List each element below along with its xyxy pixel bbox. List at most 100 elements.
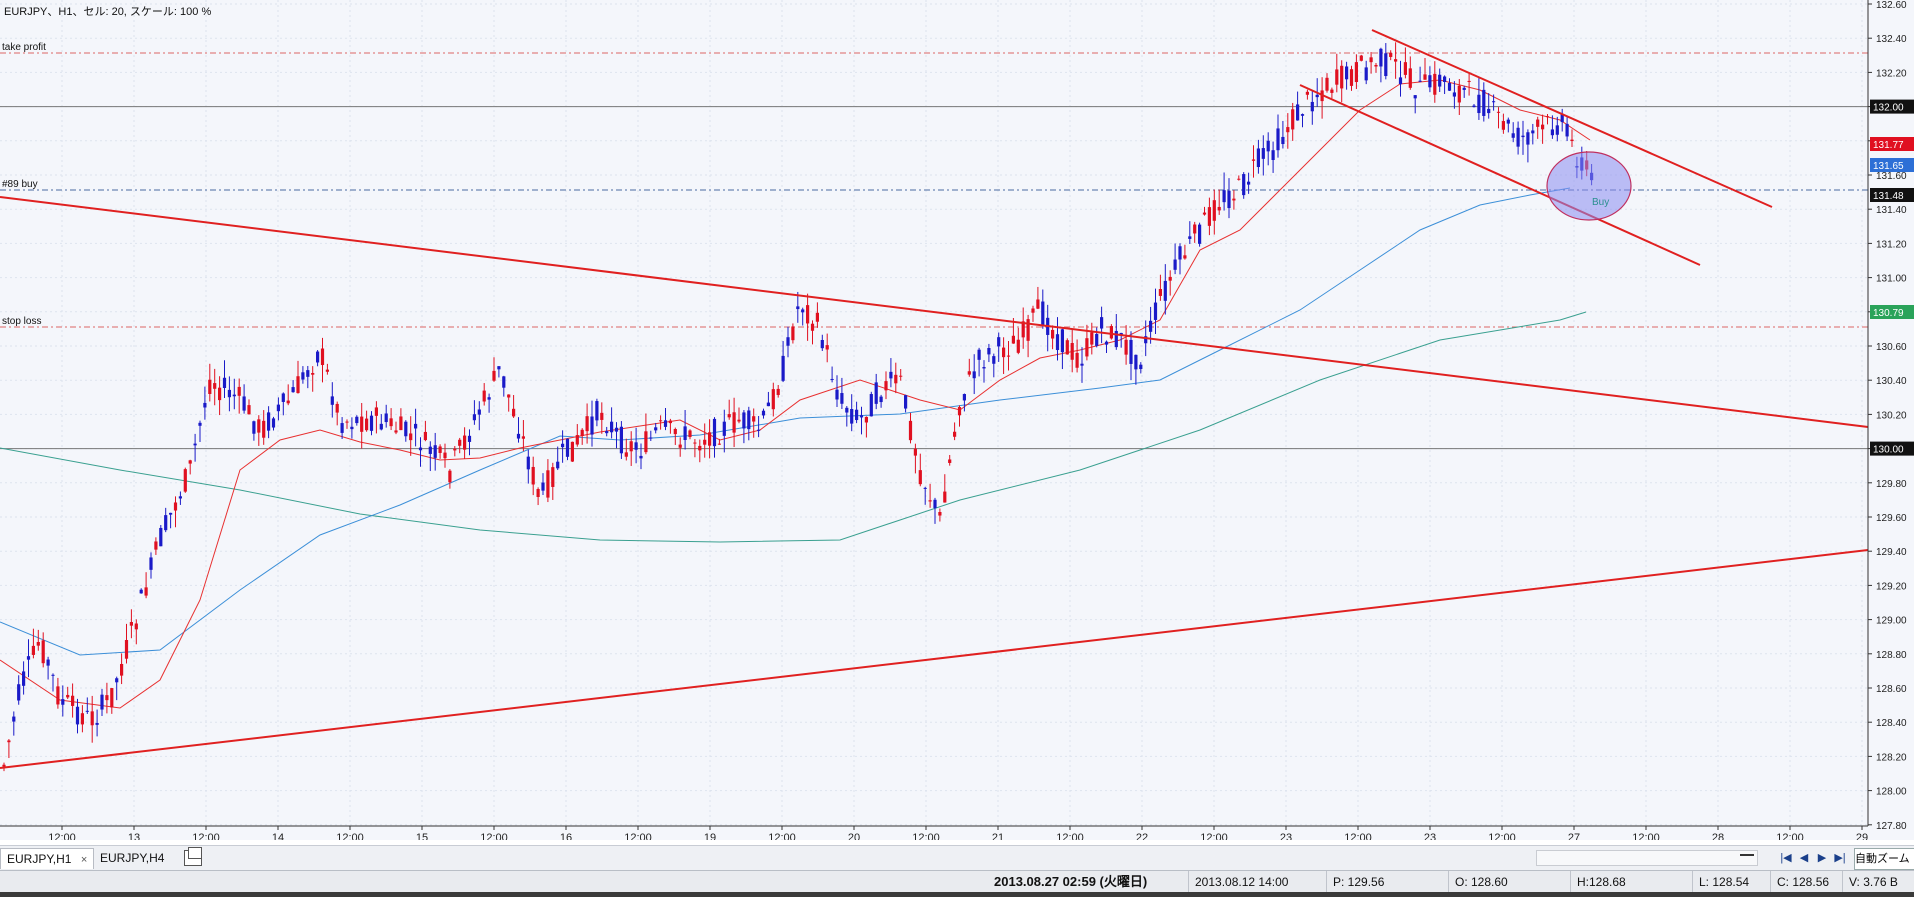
candle-body xyxy=(859,415,864,418)
candle xyxy=(1055,317,1060,361)
candle-body xyxy=(1315,94,1319,98)
candle xyxy=(1075,339,1079,373)
candle xyxy=(262,410,266,445)
candle-body xyxy=(943,491,947,503)
horizontal-lines xyxy=(0,52,1868,450)
candle-body xyxy=(458,439,462,446)
candle xyxy=(428,441,432,472)
candle xyxy=(1403,47,1407,79)
candle xyxy=(1501,113,1505,134)
candle-body xyxy=(22,671,26,686)
candle xyxy=(1212,189,1216,235)
tile-windows-icon[interactable] xyxy=(184,847,202,866)
candle xyxy=(585,403,589,444)
scroll-last-icon[interactable]: ▶| xyxy=(1834,852,1846,864)
scroll-first-icon[interactable]: |◀ xyxy=(1780,852,1792,864)
candle-body xyxy=(1178,246,1182,260)
candle xyxy=(1002,337,1006,374)
auto-zoom-button[interactable]: 自動ズーム xyxy=(1854,848,1914,870)
candlesticks xyxy=(2,42,1594,772)
tab-eurjpy-h4[interactable]: EURJPY,H4 xyxy=(94,848,170,868)
candle-body xyxy=(203,402,207,408)
candle-body xyxy=(1379,48,1383,67)
candle xyxy=(507,394,511,412)
candle xyxy=(227,376,231,412)
candle xyxy=(541,473,545,495)
candle xyxy=(1031,305,1035,322)
candle xyxy=(281,392,285,416)
candle xyxy=(1021,307,1025,349)
chart-area[interactable]: 132.60132.40132.20132.00131.80131.60131.… xyxy=(0,0,1914,840)
candle xyxy=(894,362,898,394)
candle xyxy=(556,446,560,471)
candle-body xyxy=(218,387,222,401)
candle xyxy=(1457,78,1461,115)
order-label: #89 buy xyxy=(2,179,38,190)
chart-scrollbar[interactable] xyxy=(1536,850,1758,866)
candle-body xyxy=(884,381,888,391)
candle-body xyxy=(1345,66,1349,80)
candle-body xyxy=(291,387,295,393)
candle xyxy=(110,687,114,714)
candle-body xyxy=(453,448,457,451)
candle-body xyxy=(482,390,486,402)
candle-body xyxy=(629,441,633,452)
candle-body xyxy=(31,645,35,655)
time-tick-label: 12:00 xyxy=(480,832,508,840)
candle-body xyxy=(938,512,942,516)
candle-body xyxy=(1472,105,1476,108)
status-bar-time: 2013.08.12 14:00 xyxy=(1188,871,1288,893)
candle xyxy=(649,430,653,442)
candle-body xyxy=(379,423,383,430)
channel-lower-line xyxy=(1299,84,1701,266)
candle-body xyxy=(1330,89,1334,93)
candle-body xyxy=(673,429,677,435)
candle xyxy=(1036,286,1040,310)
candle xyxy=(1447,78,1452,92)
tab-eurjpy-h1[interactable]: EURJPY,H1 × xyxy=(0,848,95,869)
candle-body xyxy=(61,699,65,705)
tab-close-icon[interactable]: × xyxy=(80,854,88,866)
candle xyxy=(673,427,677,445)
candle xyxy=(1496,107,1501,129)
scroll-thumb[interactable] xyxy=(1740,854,1754,856)
candle-body xyxy=(1026,319,1030,341)
candle xyxy=(1237,175,1241,181)
candle xyxy=(820,334,824,352)
candle-body xyxy=(1501,121,1505,130)
candle xyxy=(41,632,45,668)
candle xyxy=(115,676,119,701)
candle-body xyxy=(742,412,746,429)
candle-body xyxy=(570,441,574,462)
price-tick-label: 132.40 xyxy=(1876,34,1907,45)
candle xyxy=(1545,114,1550,125)
candle xyxy=(737,407,741,424)
scroll-next-icon[interactable]: ▶ xyxy=(1817,852,1827,864)
candle xyxy=(164,507,168,533)
candle-body xyxy=(257,419,261,433)
candle xyxy=(747,406,751,441)
price-chart[interactable]: 132.60132.40132.20132.00131.80131.60131.… xyxy=(0,0,1914,840)
candle xyxy=(923,486,927,505)
candle xyxy=(752,408,756,438)
time-tick-label: 12:00 xyxy=(1776,832,1804,840)
candle xyxy=(904,394,908,413)
candle-body xyxy=(825,345,829,350)
stop-loss-label: stop loss xyxy=(2,316,41,327)
tab-label: EURJPY,H1 xyxy=(7,852,72,866)
price-tag-text: 130.79 xyxy=(1873,308,1904,319)
candle xyxy=(12,711,16,736)
price-tag-bg xyxy=(1870,188,1914,202)
candle xyxy=(899,369,903,381)
candle-body xyxy=(1266,140,1270,152)
candle-body xyxy=(1536,119,1540,127)
candle xyxy=(1511,122,1515,143)
candle xyxy=(257,415,261,446)
candle xyxy=(1183,244,1187,260)
bottom-strip xyxy=(0,892,1914,897)
candle xyxy=(252,420,256,441)
candle-body xyxy=(134,623,138,630)
scroll-prev-icon[interactable]: ◀ xyxy=(1799,852,1809,864)
candle-body xyxy=(1335,69,1339,85)
candle xyxy=(242,384,246,414)
